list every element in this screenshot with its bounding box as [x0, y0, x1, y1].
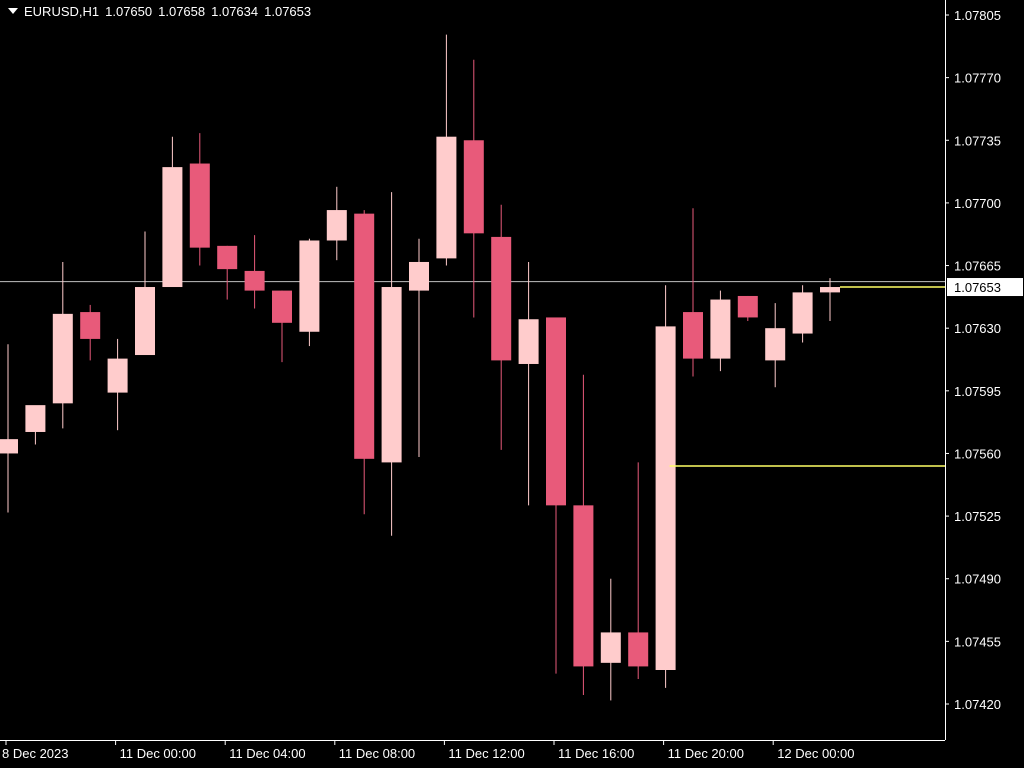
candle[interactable] — [820, 278, 840, 322]
candle-body-bear — [737, 295, 758, 318]
price-tag: 1.07653 — [947, 278, 1023, 297]
candle-body-bear — [683, 312, 703, 359]
dropdown-triangle-icon[interactable] — [8, 8, 18, 14]
ohlc-low: 1.07634 — [211, 4, 259, 19]
candle[interactable] — [326, 186, 347, 261]
candle[interactable] — [0, 344, 18, 513]
candle-body-bull — [710, 299, 731, 359]
candle-body-bull — [0, 439, 18, 454]
ohlc-high: 1.07658 — [158, 4, 206, 19]
y-tick-label: 1.07420 — [954, 697, 1001, 712]
candle[interactable] — [737, 295, 758, 322]
candle-body-bull — [135, 287, 155, 356]
candle-body-bull — [162, 167, 183, 288]
candle[interactable] — [244, 235, 265, 309]
symbol-label: EURUSD,H1 — [24, 4, 100, 19]
candle-body-bear — [546, 317, 566, 506]
x-tick-label: 11 Dec 08:00 — [339, 746, 415, 761]
ohlc-close: 1.07653 — [264, 4, 312, 19]
candle-body-bull — [518, 319, 539, 364]
candle-body-bull — [107, 358, 128, 393]
candle-body-bear — [217, 245, 238, 270]
candle[interactable] — [217, 245, 238, 300]
candle[interactable] — [518, 261, 539, 506]
y-tick-label: 1.07770 — [954, 71, 1001, 86]
candle-body-bull — [820, 287, 840, 293]
y-tick-label: 1.07560 — [954, 446, 1001, 461]
y-tick-label: 1.07665 — [954, 259, 1001, 274]
y-tick-label: 1.07630 — [954, 321, 1001, 336]
candle[interactable] — [546, 317, 566, 674]
candle[interactable] — [299, 238, 320, 347]
y-tick-label: 1.07525 — [954, 509, 1001, 524]
candle-body-bear — [244, 270, 265, 291]
candle-body-bear — [463, 140, 484, 234]
candle[interactable] — [409, 238, 429, 458]
candle[interactable] — [436, 34, 457, 266]
candle[interactable] — [135, 231, 155, 356]
x-tick-label: 11 Dec 04:00 — [229, 746, 305, 761]
candle-body-bear — [272, 290, 292, 323]
candle[interactable] — [792, 285, 813, 343]
candle[interactable] — [52, 261, 73, 429]
candle[interactable] — [381, 192, 402, 536]
candle[interactable] — [463, 59, 484, 318]
ohlc-open: 1.07650 — [105, 4, 153, 19]
candle[interactable] — [272, 290, 292, 363]
y-tick-label: 1.07490 — [954, 572, 1001, 587]
candle[interactable] — [354, 210, 375, 515]
candle[interactable] — [25, 405, 46, 445]
candle-body-bull — [52, 313, 73, 404]
candle[interactable] — [189, 133, 210, 266]
candle[interactable] — [107, 338, 128, 431]
candle[interactable] — [710, 290, 731, 372]
x-tick-label: 11 Dec 16:00 — [558, 746, 634, 761]
chart-header: EURUSD,H1 1.07650 1.07658 1.07634 1.07653 — [8, 4, 317, 19]
x-tick-label: 11 Dec 12:00 — [448, 746, 524, 761]
candle-body-bull — [25, 405, 46, 432]
candle-body-bull — [299, 240, 320, 332]
y-tick-label: 1.07735 — [954, 133, 1001, 148]
candle[interactable] — [655, 285, 676, 688]
price-tag-box — [947, 278, 1023, 297]
candle-body-bull — [409, 261, 429, 291]
candle-body-bull — [765, 328, 786, 361]
candle[interactable] — [683, 208, 703, 377]
candle-body-bull — [655, 326, 676, 670]
candle-body-bull — [600, 632, 621, 663]
candle-body-bear — [573, 505, 594, 667]
candle-body-bull — [381, 287, 402, 463]
candle-body-bear — [80, 312, 101, 339]
candle[interactable] — [491, 204, 512, 450]
candle[interactable] — [765, 303, 786, 388]
x-tick-label: 11 Dec 00:00 — [120, 746, 196, 761]
candle[interactable] — [628, 462, 649, 679]
candle-body-bull — [436, 136, 457, 259]
candle-body-bear — [189, 163, 210, 248]
y-tick-label: 1.07805 — [954, 8, 1001, 23]
candle[interactable] — [162, 136, 183, 288]
y-tick-label: 1.07455 — [954, 634, 1001, 649]
y-tick-label: 1.07595 — [954, 384, 1001, 399]
x-tick-label: 8 Dec 2023 — [2, 746, 69, 761]
x-tick-label: 11 Dec 20:00 — [668, 746, 744, 761]
candle-body-bull — [792, 292, 813, 334]
candle-body-bull — [326, 210, 347, 241]
candle-body-bear — [628, 632, 649, 667]
y-tick-label: 1.07700 — [954, 196, 1001, 211]
x-tick-label: 12 Dec 00:00 — [777, 746, 854, 761]
candle-body-bear — [491, 236, 512, 361]
candle[interactable] — [573, 374, 594, 696]
price-tag-label: 1.07653 — [954, 280, 1001, 295]
candle[interactable] — [600, 578, 621, 701]
candle-body-bear — [354, 213, 375, 459]
candle[interactable] — [80, 304, 101, 361]
